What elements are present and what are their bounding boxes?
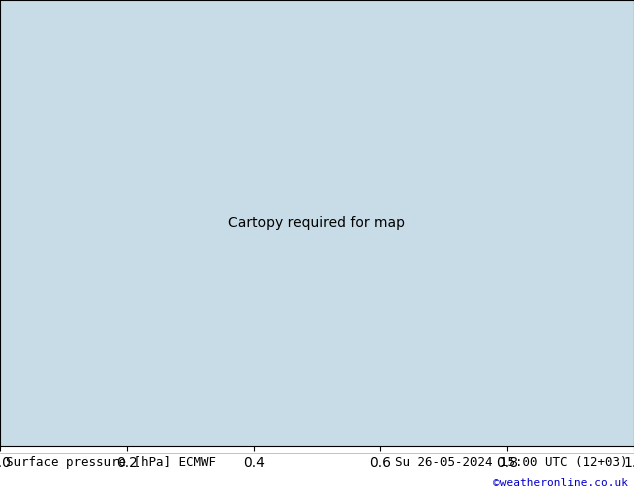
Text: Cartopy required for map: Cartopy required for map xyxy=(228,216,406,230)
Text: ©weatheronline.co.uk: ©weatheronline.co.uk xyxy=(493,478,628,489)
Text: Su 26-05-2024 15:00 UTC (12+03): Su 26-05-2024 15:00 UTC (12+03) xyxy=(395,456,628,469)
Text: Surface pressure [hPa] ECMWF: Surface pressure [hPa] ECMWF xyxy=(6,456,216,469)
